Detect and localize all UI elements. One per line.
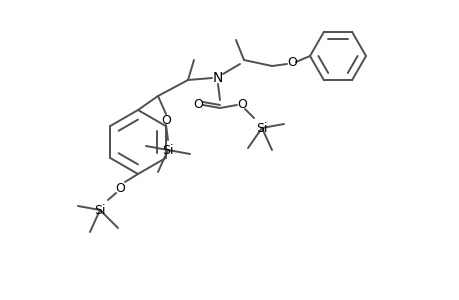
Text: N: N: [213, 71, 223, 85]
Text: O: O: [286, 56, 297, 68]
Text: O: O: [115, 182, 125, 194]
Text: O: O: [161, 113, 171, 127]
Text: Si: Si: [162, 143, 174, 157]
Text: Si: Si: [256, 122, 267, 134]
Text: O: O: [236, 98, 246, 110]
Text: O: O: [193, 98, 202, 110]
Text: Si: Si: [94, 203, 106, 217]
